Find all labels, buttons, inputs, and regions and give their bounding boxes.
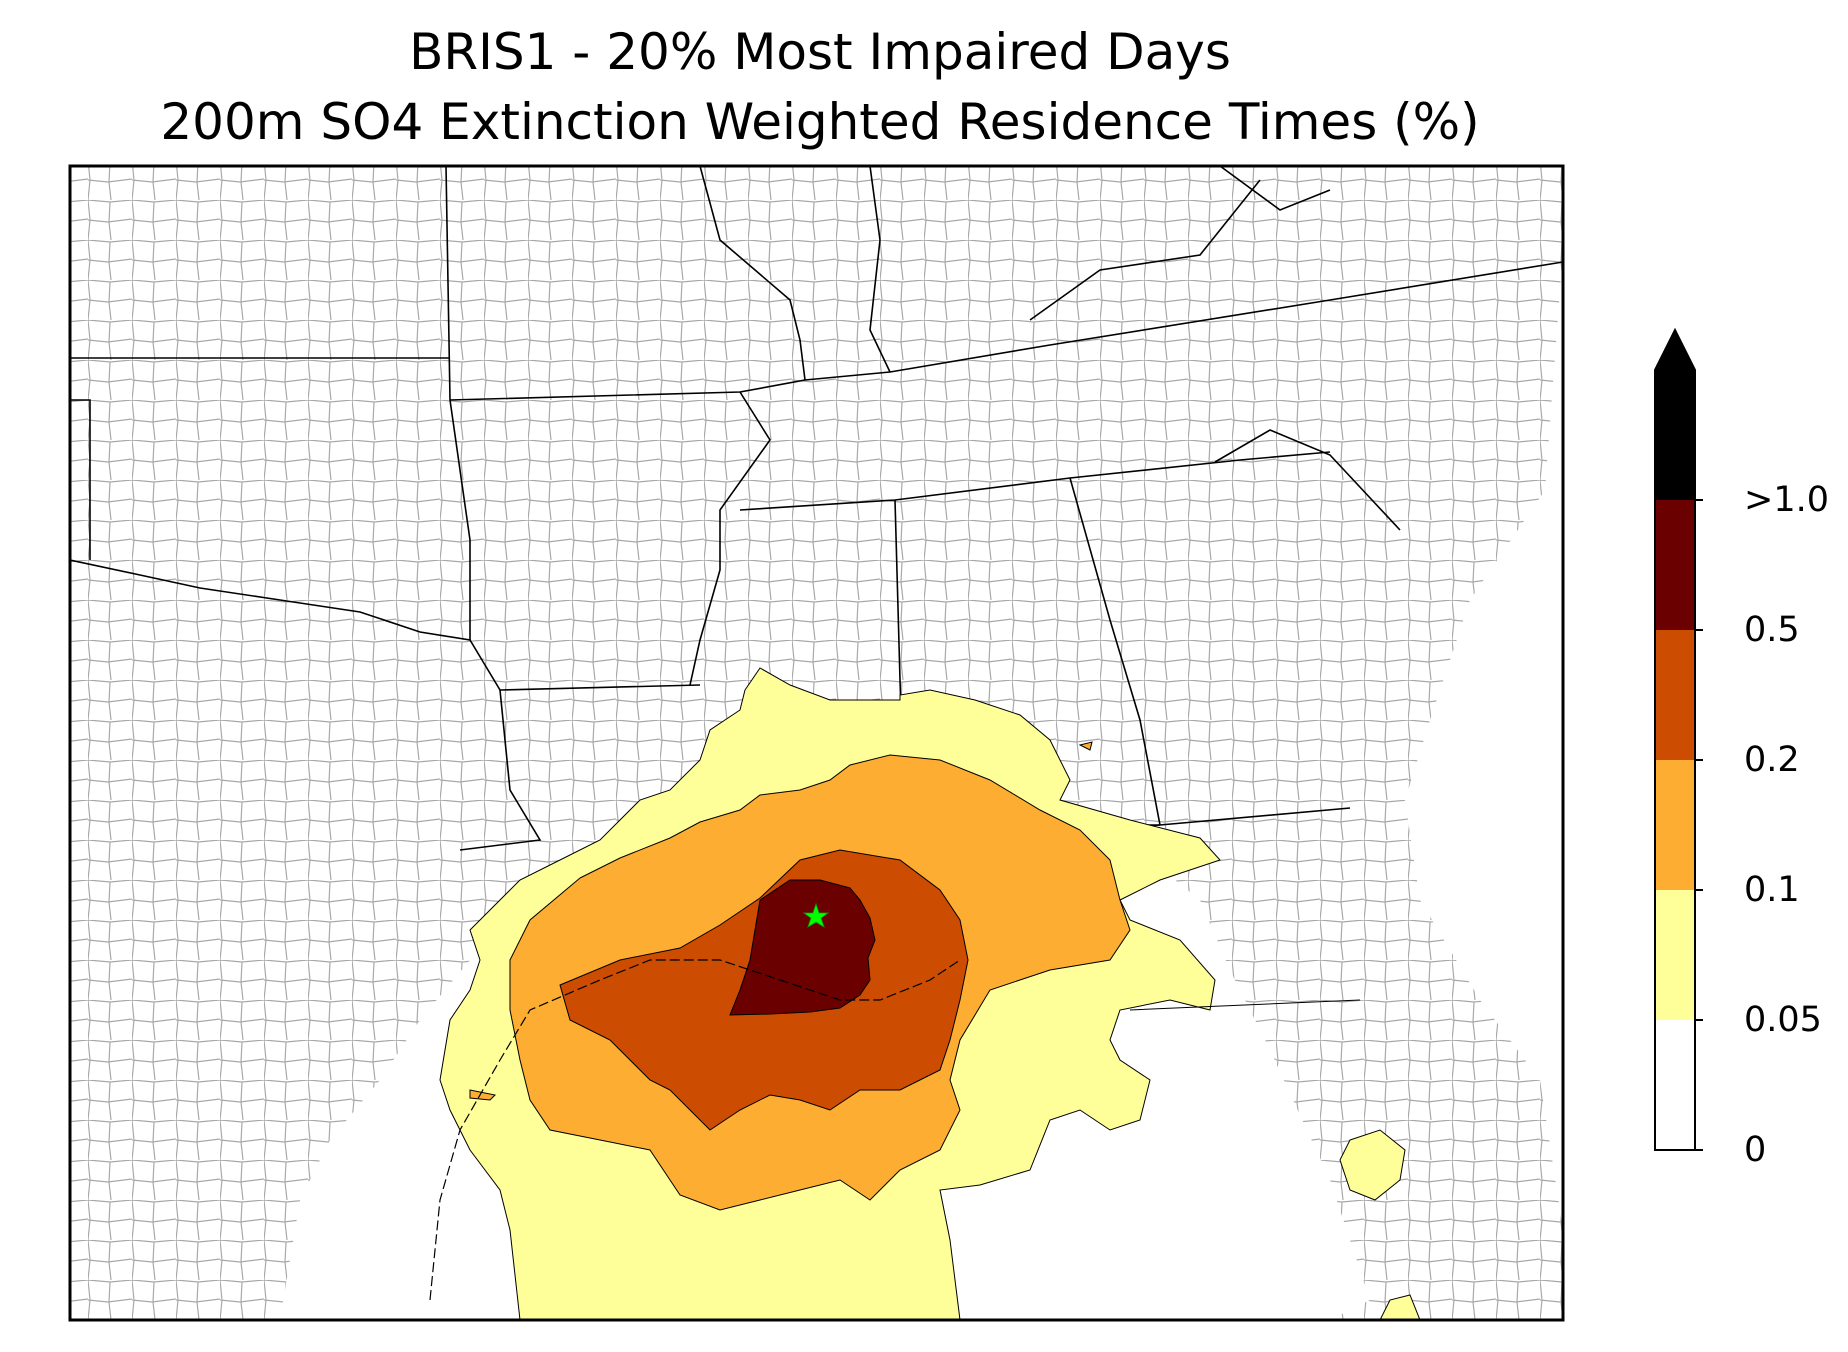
coastline — [429, 959, 961, 1301]
map-subtitle: 200m SO4 Extinction Weighted Residence T… — [160, 93, 1480, 151]
colorbar-band — [1655, 500, 1695, 630]
colorbar-band — [1655, 1020, 1695, 1150]
site-star-icon — [802, 902, 830, 928]
colorbar-band — [1655, 370, 1695, 500]
colorbar-tick-label: 0.1 — [1744, 870, 1800, 910]
contour-0.5 — [729, 879, 876, 1016]
colorbar-tick-label: 0.5 — [1744, 610, 1800, 650]
colorbar-outline — [1654, 327, 1696, 1151]
map-frame — [68, 164, 1565, 1322]
colorbar-band — [1655, 630, 1695, 760]
colorbar-extend-arrow-icon — [1655, 330, 1695, 370]
colorbar-band — [1655, 760, 1695, 890]
colorbar-tick-label: 0 — [1744, 1130, 1767, 1170]
colorbar-tick-label: 0.2 — [1744, 740, 1800, 780]
state-borders — [70, 166, 1563, 886]
colorbar-tick-label: 0.05 — [1744, 1000, 1822, 1040]
map-title: BRIS1 - 20% Most Impaired Days — [409, 23, 1231, 81]
colorbar-tick-label: >1.0 — [1744, 480, 1829, 520]
colorbar-band — [1655, 890, 1695, 1020]
colorbar — [1654, 327, 1703, 1151]
